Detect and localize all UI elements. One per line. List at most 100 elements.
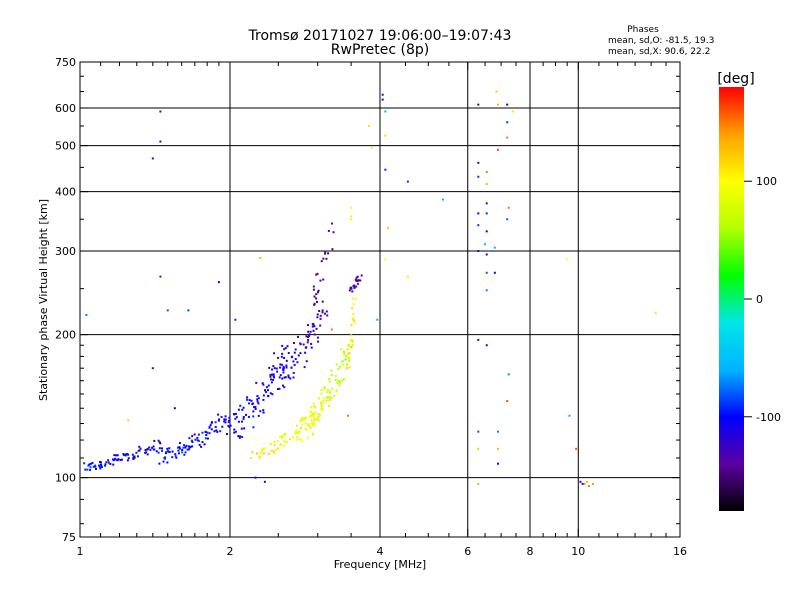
data-point: [477, 447, 480, 450]
data-point: [302, 418, 305, 421]
data-point: [283, 357, 286, 360]
x-tick-label: 1: [77, 545, 84, 558]
data-point: [357, 279, 360, 282]
data-point: [227, 424, 230, 427]
data-point: [252, 410, 255, 413]
data-point: [188, 446, 191, 449]
data-point: [281, 436, 284, 439]
x-tick-label: 10: [571, 545, 585, 558]
data-point: [259, 452, 262, 455]
data-point: [139, 447, 142, 450]
y-axis-label: Stationary phase Virtual Height [km]: [37, 199, 50, 401]
data-point: [507, 206, 510, 209]
data-point: [297, 335, 300, 338]
colorbar-label: [deg]: [717, 71, 754, 87]
data-point: [227, 419, 230, 422]
data-point: [353, 319, 356, 322]
data-point: [384, 110, 387, 113]
data-point: [191, 435, 194, 438]
data-point: [149, 448, 152, 451]
data-point: [316, 336, 319, 339]
data-point: [343, 352, 346, 355]
data-point: [285, 359, 288, 362]
data-point: [282, 368, 285, 371]
data-point: [157, 451, 160, 454]
data-point: [310, 342, 313, 345]
data-point: [485, 289, 488, 292]
data-point: [317, 419, 320, 422]
data-point: [259, 410, 262, 413]
data-point: [496, 103, 499, 106]
data-point: [271, 393, 274, 396]
data-point: [313, 325, 316, 328]
y-tick-label: 200: [55, 329, 76, 342]
data-point: [496, 148, 499, 151]
data-point: [262, 409, 265, 412]
data-point: [317, 413, 320, 416]
data-point: [585, 480, 588, 483]
data-point: [358, 279, 361, 282]
data-point: [348, 365, 351, 368]
data-point: [161, 449, 164, 452]
data-point: [307, 338, 310, 341]
data-point: [229, 424, 232, 427]
data-point: [287, 376, 290, 379]
data-point: [173, 407, 176, 410]
data-point: [310, 406, 313, 409]
data-point: [326, 388, 329, 391]
data-point: [299, 430, 302, 433]
data-point: [367, 124, 370, 127]
colorbar-tick-label: 0: [756, 293, 763, 306]
data-point: [386, 227, 389, 230]
data-point: [313, 419, 316, 422]
data-point: [328, 380, 331, 383]
data-point: [356, 275, 359, 278]
data-point: [348, 343, 351, 346]
data-point: [263, 480, 266, 483]
data-point: [270, 373, 273, 376]
data-point: [319, 279, 322, 282]
data-point: [262, 447, 265, 450]
data-point: [350, 218, 353, 221]
data-point: [252, 402, 255, 405]
data-point: [485, 271, 488, 274]
data-point: [253, 406, 256, 409]
data-point: [312, 329, 315, 332]
data-point: [348, 356, 351, 359]
data-point: [181, 449, 184, 452]
colorbar-ticks: -100 0 100: [744, 175, 781, 424]
data-point: [319, 401, 322, 404]
data-point: [321, 408, 324, 411]
data-point: [175, 456, 178, 459]
data-point: [233, 431, 236, 434]
data-point: [276, 370, 279, 373]
data-point: [158, 441, 161, 444]
data-point: [183, 453, 186, 456]
data-point: [198, 443, 201, 446]
data-point: [293, 363, 296, 366]
data-point: [131, 453, 134, 456]
data-point: [285, 441, 288, 444]
data-point: [127, 419, 130, 422]
data-point: [287, 374, 290, 377]
data-point: [304, 416, 307, 419]
data-point: [210, 428, 213, 431]
data-point: [348, 360, 351, 363]
data-point: [103, 464, 106, 467]
data-point: [654, 312, 657, 315]
data-point: [346, 414, 349, 417]
data-point: [493, 271, 496, 274]
data-point: [351, 317, 354, 320]
data-point: [352, 303, 355, 306]
data-point: [306, 324, 309, 327]
data-point: [159, 442, 162, 445]
data-point: [311, 322, 314, 325]
data-point: [320, 388, 323, 391]
data-point: [167, 450, 170, 453]
data-point: [327, 229, 330, 232]
data-point: [197, 439, 200, 442]
data-point: [251, 451, 254, 454]
data-point: [234, 417, 237, 420]
data-point: [228, 416, 231, 419]
